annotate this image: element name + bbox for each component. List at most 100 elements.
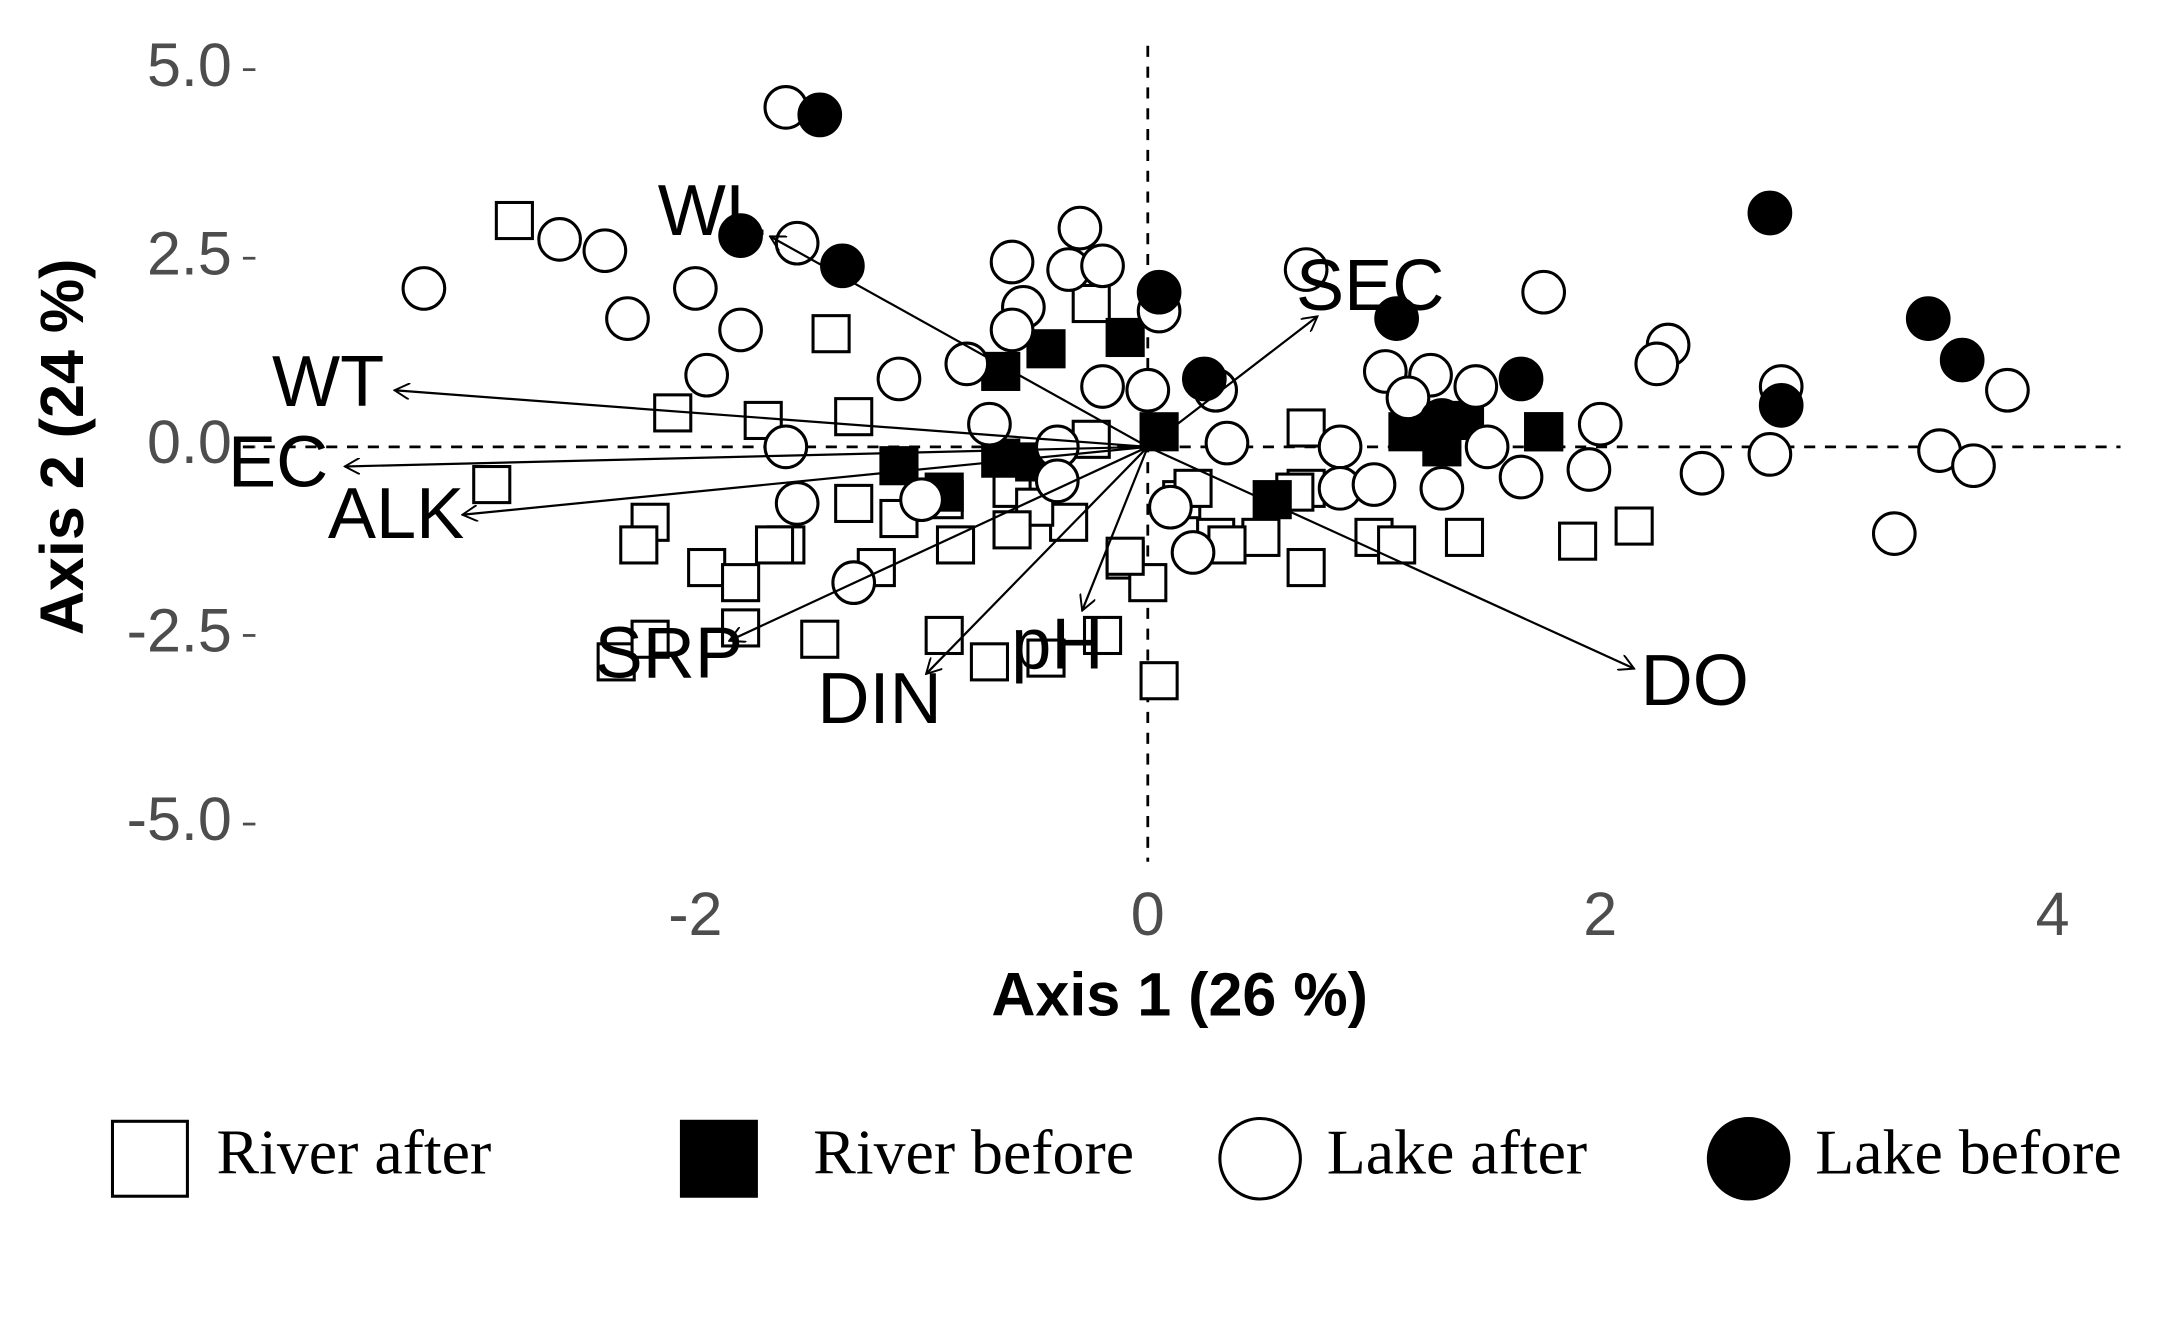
point <box>1905 296 1951 341</box>
loading-label: SRP <box>595 613 743 693</box>
point <box>1252 480 1292 520</box>
point <box>718 307 763 353</box>
point <box>981 438 1021 478</box>
point <box>687 547 727 588</box>
loading-label: DO <box>1641 641 1749 721</box>
point <box>1374 296 1419 341</box>
point <box>743 400 783 441</box>
point <box>924 615 964 656</box>
point <box>1136 269 1182 315</box>
loading-label: pH <box>1011 604 1103 684</box>
point <box>1182 356 1227 402</box>
point <box>1034 458 1080 504</box>
point <box>834 483 874 523</box>
point <box>1148 484 1193 530</box>
loading-label: SEC <box>1296 246 1444 326</box>
point <box>1286 408 1326 448</box>
loading-arrow <box>926 446 1149 674</box>
point <box>1080 364 1125 409</box>
point <box>1498 356 1544 402</box>
point <box>967 401 1012 447</box>
legend: River after River before Lake after Lake be… <box>110 1116 2122 1201</box>
point <box>1351 462 1397 507</box>
loading-arrow <box>394 390 1148 448</box>
y-tick-label: 2.5 <box>147 219 232 287</box>
legend-label: Lake after <box>1327 1116 1587 1187</box>
point <box>1747 190 1793 236</box>
legend-label: Lake before <box>1815 1116 2122 1187</box>
point <box>1317 424 1363 470</box>
point <box>1286 547 1326 588</box>
point <box>1170 530 1216 575</box>
point <box>989 239 1035 285</box>
loading-arrow <box>770 236 1149 448</box>
point <box>1241 517 1281 557</box>
point <box>1419 398 1465 443</box>
point <box>494 200 534 241</box>
loading-arrow <box>1082 446 1149 611</box>
legend-marker <box>1706 1116 1791 1201</box>
point <box>1566 447 1612 492</box>
point <box>721 563 761 603</box>
point <box>1939 337 1985 383</box>
point <box>811 314 851 354</box>
legend-marker <box>1218 1116 1302 1201</box>
point <box>1204 420 1250 466</box>
y-tick-label: -5.0 <box>127 785 232 853</box>
loading-arrow <box>729 445 1149 641</box>
loading-label: DIN <box>817 659 941 739</box>
point <box>834 397 874 437</box>
point <box>1057 205 1103 251</box>
point <box>754 525 795 565</box>
point <box>1080 243 1125 289</box>
point <box>1614 506 1654 546</box>
point <box>1871 511 1917 556</box>
point <box>1419 466 1465 511</box>
y-tick-label: 5.0 <box>147 31 232 99</box>
loading-arrow <box>1147 445 1634 669</box>
loading-label: WT <box>272 342 384 422</box>
point <box>899 477 944 523</box>
series <box>718 92 1985 443</box>
point <box>1105 317 1145 358</box>
point <box>582 228 628 274</box>
point <box>1558 521 1598 561</box>
point <box>401 266 447 311</box>
point <box>1082 615 1123 656</box>
point <box>1444 517 1485 557</box>
point <box>1377 525 1417 565</box>
loading-arrow <box>462 445 1148 515</box>
point <box>537 217 582 262</box>
point <box>876 356 922 402</box>
point <box>935 525 976 565</box>
point <box>1498 454 1544 500</box>
point <box>1139 661 1179 701</box>
point <box>718 213 763 258</box>
x-tick-label: 0 <box>1131 880 1165 948</box>
legend-marker <box>679 1119 758 1198</box>
loading-label: EC <box>228 423 328 503</box>
point <box>630 619 670 659</box>
point <box>992 510 1032 550</box>
point <box>1521 269 1567 315</box>
point <box>1026 329 1066 369</box>
point <box>1951 443 1996 489</box>
point <box>1747 432 1793 477</box>
legend-marker <box>110 1119 189 1198</box>
x-tick-label: 4 <box>2036 880 2070 948</box>
point <box>1385 375 1431 421</box>
point <box>763 424 809 470</box>
point <box>800 619 840 659</box>
point <box>1105 536 1145 576</box>
y-axis-title: Axis 2 (24 %) <box>28 259 96 636</box>
legend-label: River before <box>813 1116 1134 1187</box>
x-tick-label: -2 <box>668 880 722 948</box>
point <box>472 465 512 505</box>
point <box>1524 412 1564 452</box>
x-axis-title: Axis 1 (26 %) <box>991 960 1368 1028</box>
point <box>1985 367 2030 413</box>
legend-label: River after <box>217 1116 492 1187</box>
point <box>619 525 659 565</box>
point <box>1125 367 1171 413</box>
loading-label: ALK <box>328 474 464 554</box>
